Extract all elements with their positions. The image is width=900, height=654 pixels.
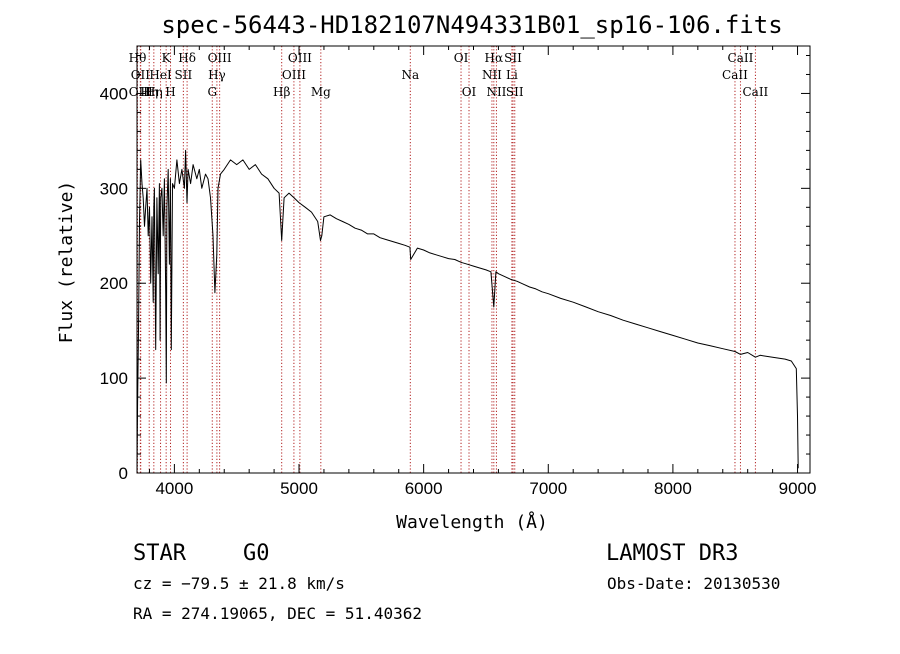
line-marker-label: OII <box>131 68 151 82</box>
x-tick-label: 5000 <box>280 479 318 498</box>
line-marker-label: CaII <box>722 68 748 82</box>
x-tick-label: 9000 <box>779 479 817 498</box>
line-marker-label: HeI <box>149 68 172 82</box>
line-marker-label: Hα <box>485 51 504 65</box>
object-subclass: G0 <box>243 541 270 566</box>
line-marker-label: OIII <box>288 51 312 65</box>
axis-tick-labels: 4000 5000 6000 7000 8000 9000 0 100 200 300 400 <box>100 84 817 498</box>
line-marker-label: G <box>207 85 217 99</box>
line-marker-label: SII <box>175 68 193 82</box>
line-marker-label: OIII <box>208 51 232 65</box>
redshift-text: cz = −79.5 ± 21.8 km/s <box>133 574 345 593</box>
line-marker-label: CaII <box>728 51 754 65</box>
line-marker-label: Hη <box>140 85 158 99</box>
line-marker-label: Hβ <box>273 85 290 99</box>
y-tick-label: 100 <box>100 369 128 388</box>
line-marker-label: Mg <box>311 85 331 99</box>
line-markers <box>136 46 756 473</box>
object-class: STAR <box>133 541 187 566</box>
line-marker-label: NII <box>486 85 506 99</box>
y-tick-label: 400 <box>100 84 128 103</box>
x-tick-label: 4000 <box>155 479 193 498</box>
y-tick-label: 200 <box>100 274 128 293</box>
line-marker-label: OI <box>454 51 469 65</box>
line-marker-label: SII <box>506 85 524 99</box>
coords-text: RA = 274.19065, DEC = 51.40362 <box>133 604 422 623</box>
line-marker-label: K <box>162 51 172 65</box>
obs-date-text: Obs-Date: 20130530 <box>607 574 780 593</box>
x-axis-label: Wavelength (Å) <box>396 511 548 533</box>
spectrum-line <box>136 149 799 474</box>
line-marker-label: OIII <box>282 68 306 82</box>
chart-title: spec-56443-HD182107N494331B01_sp16-106.f… <box>161 11 782 39</box>
y-tick-label: 0 <box>119 464 128 483</box>
x-tick-label: 7000 <box>529 479 567 498</box>
plot-frame <box>136 45 811 474</box>
line-marker-label: Li <box>506 68 518 82</box>
x-tick-label: 6000 <box>405 479 443 498</box>
survey-name: LAMOST DR3 <box>606 541 738 566</box>
line-marker-label: Hγ <box>208 68 226 82</box>
line-marker-label: SII <box>504 51 522 65</box>
line-marker-label: CaII <box>742 85 768 99</box>
y-axis-label: Flux (relative) <box>56 181 77 344</box>
line-marker-label: OI <box>462 85 477 99</box>
line-marker-label: NII <box>482 68 502 82</box>
line-marker-label: Hη <box>145 85 163 99</box>
x-tick-label: 8000 <box>654 479 692 498</box>
line-marker-label: Na <box>401 68 419 82</box>
y-tick-label: 300 <box>100 179 128 198</box>
line-marker-label: Hδ <box>178 51 196 65</box>
line-marker-label: OIII <box>129 85 153 99</box>
line-marker-labels: HθOIIOIIIHηHηHeIKHSIIHδGHγOIIIHβOIIIOIII… <box>129 51 769 99</box>
line-marker-label: H <box>165 85 175 99</box>
axis-ticks <box>137 46 810 474</box>
